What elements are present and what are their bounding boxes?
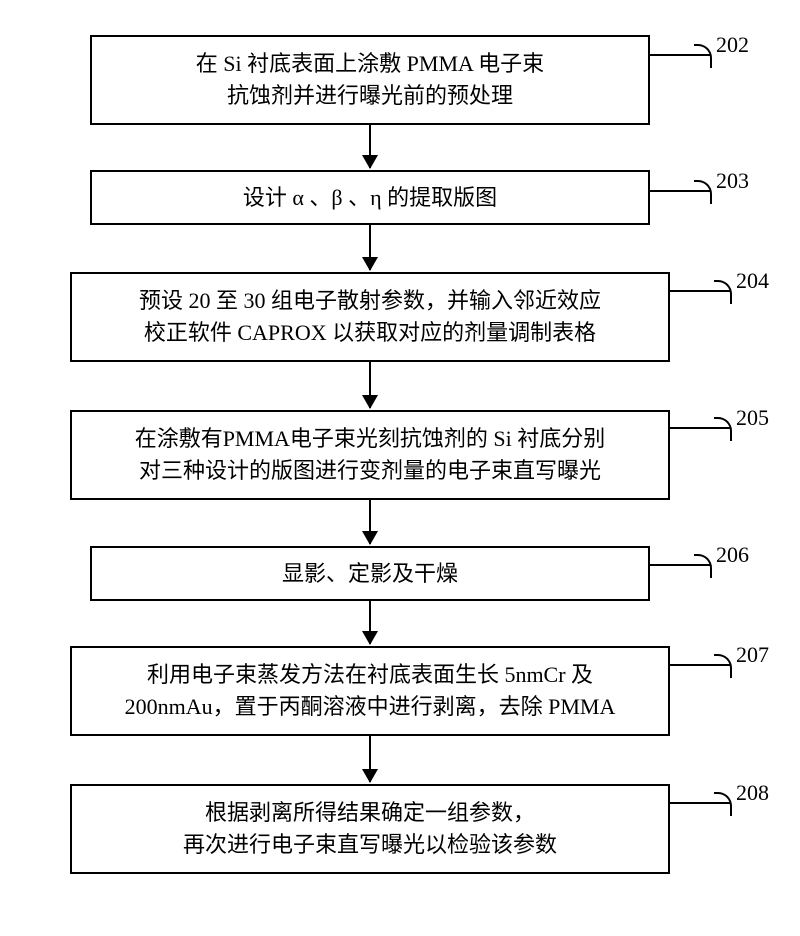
step-label-202: 202 xyxy=(716,32,749,58)
leader-line xyxy=(650,54,710,56)
step-label-208: 208 xyxy=(736,780,769,806)
arrow-down xyxy=(369,125,371,168)
flowchart-canvas: 在 Si 衬底表面上涂敷 PMMA 电子束 抗蚀剂并进行曝光前的预处理 202 设计… xyxy=(0,0,800,936)
step-box-203: 设计 α 、β 、η 的提取版图 xyxy=(90,170,650,225)
step-box-208: 根据剥离所得结果确定一组参数， 再次进行电子束直写曝光以检验该参数 xyxy=(70,784,670,874)
arrow-down xyxy=(369,601,371,644)
leader-line xyxy=(650,190,710,192)
step-label-203: 203 xyxy=(716,168,749,194)
arrow-down xyxy=(369,736,371,782)
step-box-206: 显影、定影及干燥 xyxy=(90,546,650,601)
arrow-down xyxy=(369,362,371,408)
arrow-down xyxy=(369,225,371,270)
step-box-205: 在涂敷有PMMA电子束光刻抗蚀剂的 Si 衬底分别 对三种设计的版图进行变剂量的… xyxy=(70,410,670,500)
step-label-205: 205 xyxy=(736,405,769,431)
step-box-204: 预设 20 至 30 组电子散射参数，并输入邻近效应 校正软件 CAPROX 以… xyxy=(70,272,670,362)
leader-line xyxy=(670,664,730,666)
step-label-204: 204 xyxy=(736,268,769,294)
step-label-207: 207 xyxy=(736,642,769,668)
step-box-207: 利用电子束蒸发方法在衬底表面生长 5nmCr 及 200nmAu，置于丙酮溶液中… xyxy=(70,646,670,736)
leader-line xyxy=(670,427,730,429)
leader-line xyxy=(650,564,710,566)
step-label-206: 206 xyxy=(716,542,749,568)
leader-line xyxy=(670,802,730,804)
step-box-202: 在 Si 衬底表面上涂敷 PMMA 电子束 抗蚀剂并进行曝光前的预处理 xyxy=(90,35,650,125)
leader-line xyxy=(670,290,730,292)
arrow-down xyxy=(369,500,371,544)
